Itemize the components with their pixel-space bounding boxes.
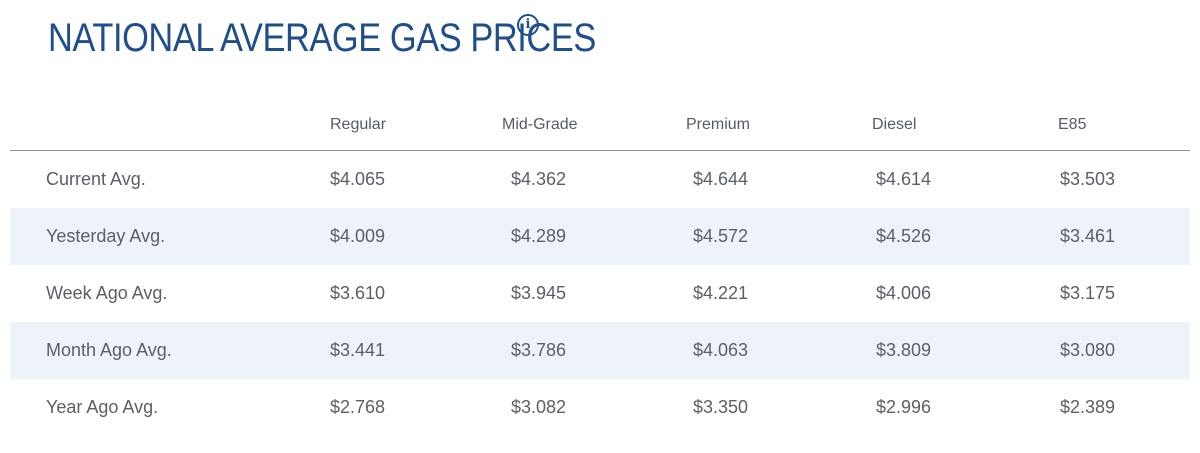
column-header-diesel: Diesel <box>846 100 1028 151</box>
price-cell: $3.503 <box>1060 169 1116 189</box>
table-row-yesterday: Yesterday Avg. $4.009 $4.289 $4.572 $4.5… <box>10 208 1190 265</box>
row-label: Current Avg. <box>46 169 146 189</box>
price-cell: $3.610 <box>330 283 386 303</box>
table-row-year-ago: Year Ago Avg. $2.768 $3.082 $3.350 $2.99… <box>10 379 1190 436</box>
column-header-premium: Premium <box>664 100 846 151</box>
price-cell: $3.461 <box>1028 208 1190 265</box>
price-cell: $4.572 <box>664 208 846 265</box>
price-cell: $3.786 <box>482 322 664 379</box>
column-header-e85: E85 <box>1028 100 1190 151</box>
price-cell: $3.080 <box>1028 322 1190 379</box>
price-cell: $2.768 <box>330 397 386 417</box>
title-area: NATIONAL AVERAGE GAS PRICES <box>48 14 685 62</box>
price-cell: $4.065 <box>330 169 386 189</box>
price-cell: $4.644 <box>693 169 749 189</box>
table-header-row: Regular Mid-Grade Premium Diesel E85 <box>10 100 1190 151</box>
price-cell: $3.441 <box>300 322 482 379</box>
price-cell: $2.996 <box>876 397 932 417</box>
page-title: NATIONAL AVERAGE GAS PRICES <box>48 16 596 60</box>
row-label: Month Ago Avg. <box>10 322 300 379</box>
price-cell: $4.289 <box>482 208 664 265</box>
price-cell: $2.389 <box>1060 397 1116 417</box>
price-cell: $3.082 <box>511 397 567 417</box>
gas-prices-table: Regular Mid-Grade Premium Diesel E85 Cur… <box>10 100 1190 436</box>
price-cell: $4.006 <box>876 283 932 303</box>
info-icon[interactable]: i <box>517 14 539 36</box>
row-label: Year Ago Avg. <box>46 397 159 417</box>
price-cell: $3.350 <box>693 397 749 417</box>
table-row-month-ago: Month Ago Avg. $3.441 $3.786 $4.063 $3.8… <box>10 322 1190 379</box>
column-header-mid-grade: Mid-Grade <box>482 100 664 151</box>
price-cell: $3.809 <box>846 322 1028 379</box>
column-header-regular: Regular <box>300 100 482 151</box>
price-cell: $3.945 <box>511 283 567 303</box>
row-label: Yesterday Avg. <box>10 208 300 265</box>
table-row-week-ago: Week Ago Avg. $3.610 $3.945 $4.221 $4.00… <box>10 265 1190 322</box>
price-cell: $4.362 <box>511 169 567 189</box>
header-empty-cell <box>10 100 300 151</box>
price-cell: $3.175 <box>1060 283 1116 303</box>
table-row-current: Current Avg. $4.065 $4.362 $4.644 $4.614… <box>10 151 1190 209</box>
price-cell: $4.063 <box>664 322 846 379</box>
price-cell: $4.526 <box>846 208 1028 265</box>
row-label: Week Ago Avg. <box>46 283 168 303</box>
price-cell: $4.614 <box>876 169 932 189</box>
price-cell: $4.221 <box>693 283 749 303</box>
price-cell: $4.009 <box>300 208 482 265</box>
